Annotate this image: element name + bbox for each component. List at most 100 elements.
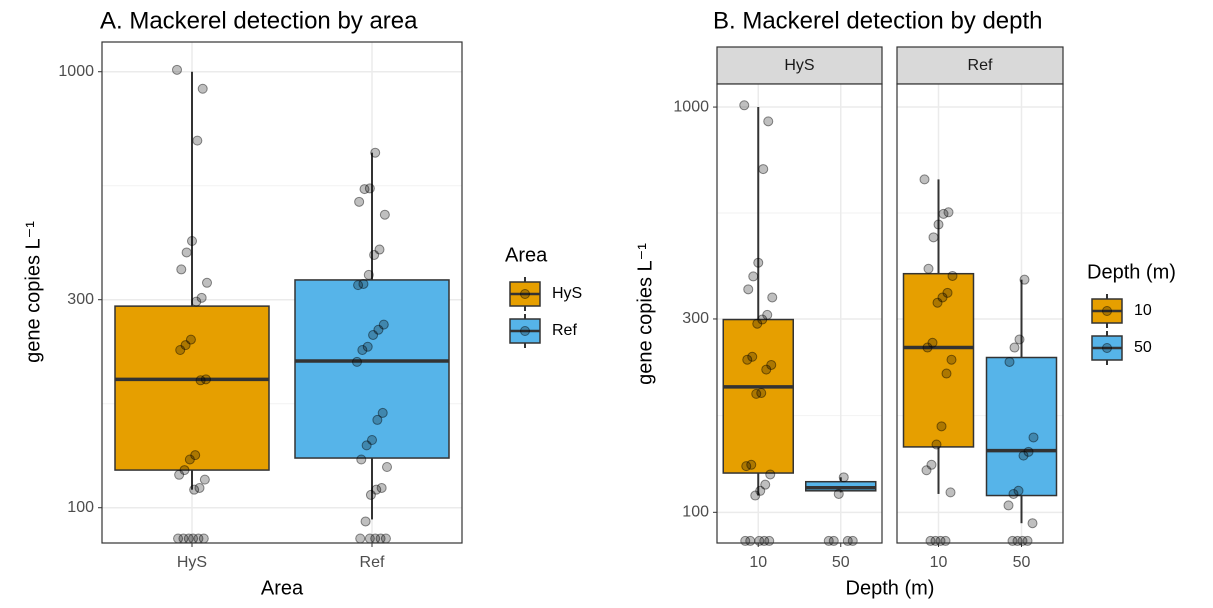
point <box>763 116 774 127</box>
point <box>196 292 207 303</box>
point <box>941 368 952 379</box>
box <box>985 356 1058 497</box>
point <box>1013 485 1024 496</box>
legend-label: 50 <box>1134 339 1152 356</box>
legend-key-point <box>520 289 530 299</box>
point <box>760 479 771 490</box>
point <box>925 535 936 546</box>
point <box>188 533 199 544</box>
x-tick-label: HyS <box>177 554 207 571</box>
facet-strip <box>896 46 1064 85</box>
x-tick-label: 10 <box>749 554 767 571</box>
panel-border <box>896 83 1064 544</box>
point <box>937 292 948 303</box>
point <box>1014 334 1025 345</box>
legend-label: HyS <box>552 285 582 302</box>
point <box>184 454 195 465</box>
point <box>767 292 778 303</box>
point <box>921 465 932 476</box>
point <box>751 388 762 399</box>
point <box>354 196 365 207</box>
point <box>358 278 369 289</box>
point <box>747 351 758 362</box>
x-tick-label: Ref <box>360 554 385 571</box>
point <box>185 334 196 345</box>
point <box>919 174 930 185</box>
point <box>367 434 377 445</box>
y-tick-label: 100 <box>67 499 94 516</box>
point <box>364 183 375 194</box>
legend-key-point <box>1102 306 1112 316</box>
point <box>365 489 376 500</box>
point <box>1019 274 1030 285</box>
chart-title: A. Mackerel detection by area <box>100 7 418 34</box>
point <box>926 459 937 470</box>
y-tick-label: 1000 <box>673 98 709 115</box>
point <box>176 264 187 275</box>
point <box>371 484 382 495</box>
box <box>902 272 975 448</box>
legend-label: 10 <box>1134 302 1152 319</box>
y-tick-label: 300 <box>682 310 709 327</box>
point <box>762 309 773 320</box>
y-axis-label: gene copies L⁻¹ <box>634 243 656 385</box>
point <box>172 64 182 75</box>
point <box>364 533 375 544</box>
point <box>1008 488 1019 499</box>
point <box>379 209 390 220</box>
facet-label: HyS <box>784 57 814 74</box>
point <box>378 319 389 330</box>
point <box>356 454 367 465</box>
point <box>936 421 947 432</box>
point <box>192 135 203 146</box>
box <box>722 318 794 474</box>
point <box>746 459 757 470</box>
point <box>1007 535 1018 546</box>
point <box>928 232 939 243</box>
point <box>752 318 763 329</box>
point <box>377 407 388 418</box>
point <box>200 374 211 385</box>
point <box>199 474 210 485</box>
point <box>179 465 190 476</box>
legend-title: Depth (m) <box>1087 261 1176 283</box>
point <box>742 354 753 365</box>
point <box>1027 518 1038 529</box>
point <box>359 184 370 195</box>
point <box>382 461 392 472</box>
point <box>743 284 754 295</box>
point <box>372 414 383 425</box>
point <box>190 450 201 461</box>
chart-title: B. Mackerel detection by depth <box>713 7 1043 34</box>
point <box>361 440 372 451</box>
point <box>191 296 202 307</box>
point <box>923 263 934 274</box>
point <box>180 340 191 351</box>
point <box>1028 432 1039 443</box>
point <box>833 488 844 499</box>
point <box>758 164 769 175</box>
y-tick-label: 1000 <box>58 63 94 80</box>
point <box>766 359 777 370</box>
point <box>373 324 384 335</box>
point <box>370 147 381 158</box>
point <box>750 490 761 501</box>
point <box>942 287 953 298</box>
x-tick-label: 50 <box>1013 554 1031 571</box>
x-axis-label: Depth (m) <box>846 577 935 599</box>
facet-label: Ref <box>968 57 993 74</box>
point <box>755 485 766 496</box>
point <box>173 533 184 544</box>
point <box>945 487 956 498</box>
facet-strip <box>716 46 883 85</box>
point <box>376 482 387 493</box>
point <box>369 249 380 260</box>
point <box>189 484 200 495</box>
legend-key-point <box>520 326 530 336</box>
point <box>765 469 776 480</box>
point <box>933 219 944 230</box>
point <box>740 535 751 546</box>
x-tick-label: 50 <box>832 554 850 571</box>
point <box>1018 450 1029 461</box>
